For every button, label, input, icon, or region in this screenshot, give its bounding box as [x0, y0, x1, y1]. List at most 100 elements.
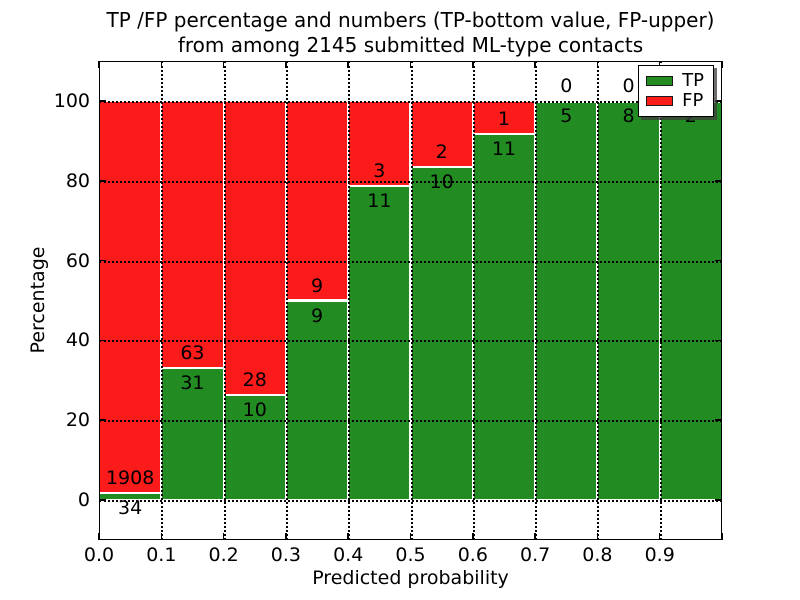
- tp-count-label: 11: [491, 138, 517, 161]
- fp-count-label: 0: [622, 74, 635, 97]
- legend: TP FP: [638, 65, 714, 117]
- chart-title-line1: TP /FP percentage and numbers (TP-bottom…: [106, 8, 715, 32]
- fp-swatch: [646, 96, 674, 106]
- x-tick-label: 0.2: [208, 544, 239, 566]
- x-tick: [721, 61, 723, 68]
- chart-title-line2: from among 2145 submitted ML-type contac…: [177, 33, 644, 57]
- x-tick: [534, 533, 536, 540]
- fp-count-label: 9: [310, 274, 324, 297]
- fp-count-label: 1908: [105, 467, 155, 490]
- y-tick-label: 100: [53, 89, 90, 112]
- tp-count-label: 10: [242, 399, 267, 422]
- y-tick: [99, 339, 106, 342]
- tp-bar: [161, 368, 224, 501]
- fp-bar: [161, 100, 224, 369]
- fp-count-label: 3: [373, 160, 386, 183]
- tp-bar: [535, 100, 598, 501]
- x-tick: [596, 533, 599, 540]
- x-gridline: [597, 61, 600, 540]
- x-tick: [222, 533, 225, 540]
- tp-bar: [348, 186, 411, 501]
- y-tick: [715, 259, 722, 262]
- tp-count-label: 31: [180, 372, 205, 395]
- y-tick-label: 80: [65, 169, 90, 192]
- x-gridline: [161, 61, 164, 540]
- y-tick-label: 40: [65, 329, 90, 352]
- y-tick: [715, 100, 722, 102]
- x-tick: [472, 61, 474, 68]
- x-tick: [347, 533, 349, 540]
- x-tick: [160, 533, 163, 540]
- x-gridline: [348, 61, 351, 540]
- x-tick-label: 0.5: [395, 544, 426, 566]
- fp-bar: [99, 100, 162, 494]
- chart-title: TP /FP percentage and numbers (TP-bottom…: [99, 8, 722, 58]
- tp-bar: [597, 100, 660, 501]
- y-tick: [715, 339, 722, 342]
- x-tick: [472, 533, 474, 540]
- tp-count-label: 11: [367, 190, 392, 213]
- tp-bar: [472, 134, 536, 501]
- legend-label-tp: TP: [682, 70, 704, 91]
- y-tick-label: 60: [65, 249, 90, 272]
- x-gridline: [535, 61, 538, 540]
- y-tick: [99, 179, 106, 182]
- fp-count-label: 28: [242, 369, 267, 392]
- legend-row-tp: TP: [646, 71, 704, 91]
- fp-count-label: 0: [560, 74, 573, 97]
- fp-bar: [348, 100, 411, 187]
- x-tick-label: 0.8: [582, 544, 613, 566]
- y-tick: [715, 179, 722, 182]
- x-axis-label: Predicted probability: [312, 567, 509, 589]
- x-gridline: [410, 61, 413, 540]
- x-tick-label: 0.7: [519, 544, 551, 566]
- x-tick: [347, 61, 349, 68]
- tp-bar: [285, 300, 349, 501]
- legend-label-fp: FP: [682, 90, 704, 111]
- y-tick: [99, 419, 106, 422]
- fp-count-label: 2: [435, 141, 448, 164]
- x-tick: [98, 533, 100, 540]
- y-tick: [99, 259, 106, 262]
- x-tick-label: 0.1: [146, 544, 177, 566]
- y-tick-label: 0: [77, 489, 90, 512]
- tp-swatch: [646, 76, 674, 86]
- tp-bar: [410, 167, 473, 501]
- x-tick: [222, 61, 225, 68]
- y-tick: [715, 499, 722, 501]
- x-gridline: [659, 61, 662, 540]
- x-tick: [658, 61, 661, 68]
- x-gridline: [285, 61, 288, 540]
- plot-area: 19083463312810993112101110508020.00.10.2…: [54, 61, 723, 566]
- x-tick-label: 0.6: [457, 544, 488, 566]
- x-tick: [596, 61, 599, 68]
- tp-count-label: 34: [118, 497, 143, 520]
- tp-bar: [659, 100, 722, 501]
- tp-count-label: 5: [560, 104, 573, 127]
- x-tick: [721, 533, 723, 540]
- x-tick: [98, 61, 100, 68]
- tp-count-label: 9: [310, 304, 324, 327]
- x-tick: [409, 61, 412, 68]
- fp-count-label: 1: [497, 108, 510, 131]
- x-tick: [160, 61, 163, 68]
- y-tick: [99, 499, 106, 501]
- x-tick: [658, 533, 661, 540]
- fp-bar: [223, 100, 286, 396]
- tp-count-label: 8: [622, 104, 635, 127]
- x-tick: [409, 533, 412, 540]
- x-tick-label: 0.0: [83, 544, 115, 566]
- fp-count-label: 63: [180, 342, 205, 365]
- x-tick-label: 0.3: [270, 544, 301, 566]
- x-tick: [285, 533, 287, 540]
- tp-count-label: 10: [429, 171, 454, 194]
- x-tick-label: 0.4: [333, 544, 364, 566]
- x-tick-label: 0.9: [644, 544, 675, 566]
- x-gridline: [223, 61, 226, 540]
- fp-bar: [285, 100, 349, 301]
- legend-row-fp: FP: [646, 91, 704, 111]
- tp-bar: [223, 395, 286, 501]
- x-tick: [285, 61, 287, 68]
- x-gridline: [472, 61, 475, 540]
